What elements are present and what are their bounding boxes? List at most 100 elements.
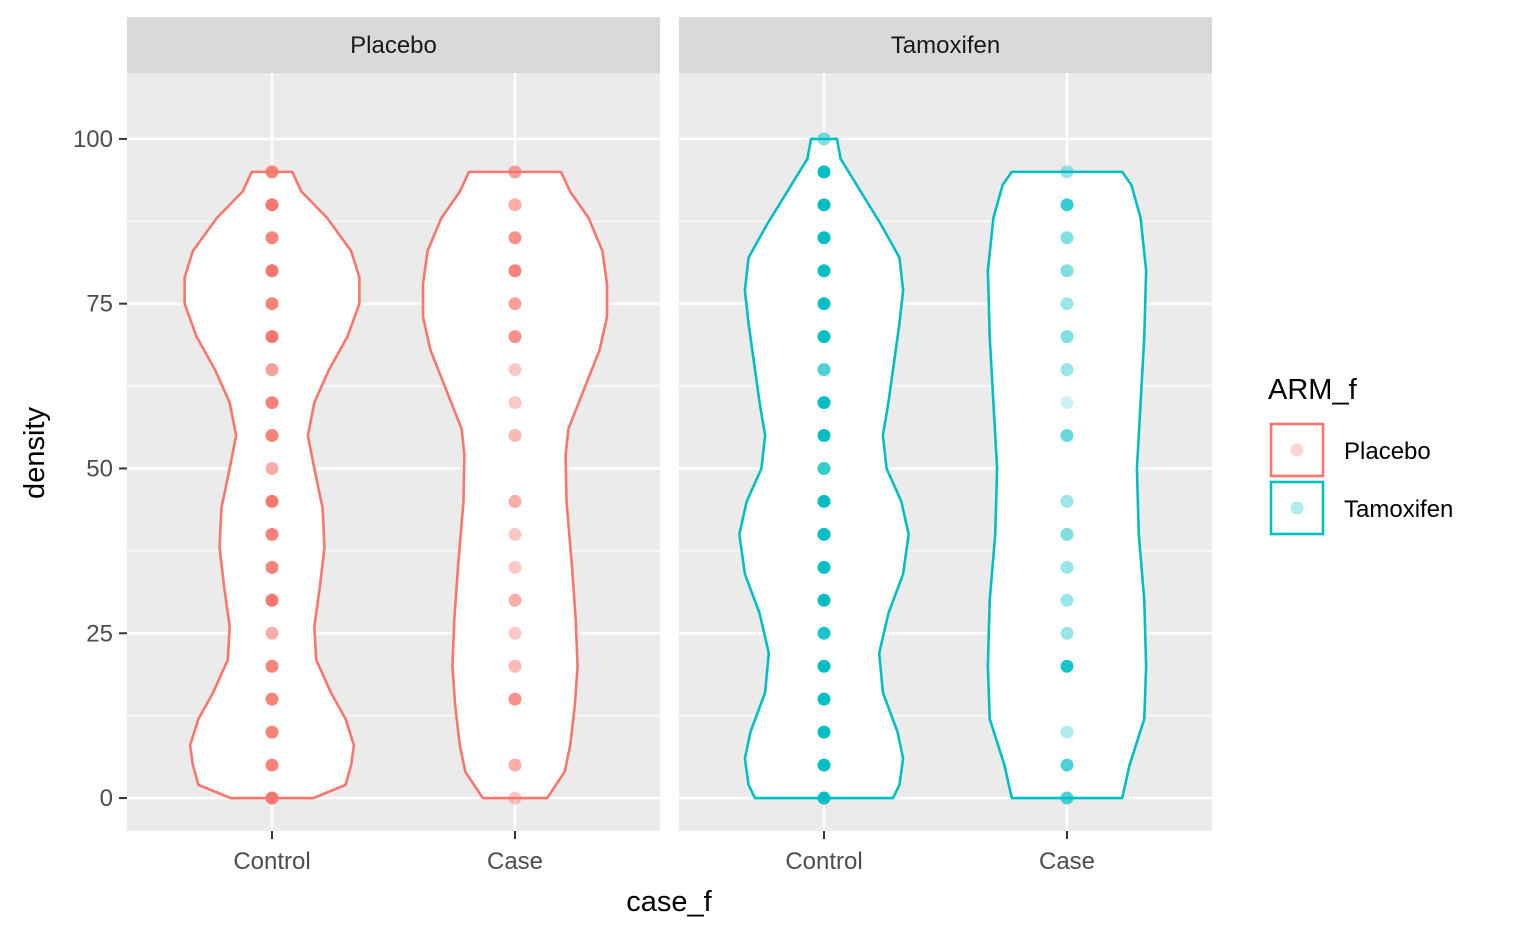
data-point bbox=[817, 198, 831, 212]
data-point bbox=[1060, 626, 1074, 640]
y-tick-label: 0 bbox=[100, 785, 113, 812]
x-tick-label-control: Control bbox=[785, 848, 862, 875]
data-point bbox=[1060, 165, 1074, 179]
y-tick-label: 100 bbox=[73, 126, 113, 153]
data-point bbox=[265, 165, 279, 179]
data-point bbox=[1060, 363, 1074, 377]
data-point bbox=[1060, 429, 1074, 443]
data-point bbox=[265, 626, 279, 640]
data-point bbox=[817, 791, 831, 805]
data-point bbox=[1060, 791, 1074, 805]
panel-tamoxifen: Tamoxifen bbox=[679, 17, 1212, 831]
data-point bbox=[817, 429, 831, 443]
x-tick-label-case: Case bbox=[487, 848, 543, 875]
data-point bbox=[265, 429, 279, 443]
data-point bbox=[508, 198, 522, 212]
data-point bbox=[265, 725, 279, 739]
data-point bbox=[1060, 264, 1074, 278]
data-point bbox=[817, 396, 831, 410]
strip-label-placebo: Placebo bbox=[350, 32, 437, 59]
data-point bbox=[1060, 560, 1074, 574]
data-point bbox=[817, 659, 831, 673]
data-point bbox=[508, 560, 522, 574]
legend-label: Placebo bbox=[1344, 438, 1431, 465]
data-point bbox=[265, 396, 279, 410]
legend-entry-placebo: Placebo bbox=[1269, 422, 1431, 478]
data-point bbox=[508, 231, 522, 245]
data-point bbox=[508, 593, 522, 607]
data-point bbox=[508, 396, 522, 410]
panel-placebo: Placebo bbox=[127, 17, 660, 831]
data-point bbox=[817, 231, 831, 245]
data-point bbox=[508, 264, 522, 278]
y-axis: 0 25 50 75 100 bbox=[73, 126, 127, 812]
y-tick-label: 75 bbox=[86, 291, 113, 318]
data-point bbox=[265, 560, 279, 574]
data-point bbox=[265, 231, 279, 245]
data-point bbox=[508, 297, 522, 311]
data-point bbox=[265, 363, 279, 377]
data-point bbox=[817, 626, 831, 640]
data-point bbox=[817, 725, 831, 739]
facet-panels: Placebo Tamoxifen bbox=[127, 17, 1212, 831]
data-point bbox=[817, 758, 831, 772]
data-point bbox=[1060, 725, 1074, 739]
data-point bbox=[817, 461, 831, 475]
data-point bbox=[265, 461, 279, 475]
data-point bbox=[817, 527, 831, 541]
strip-label-tamoxifen: Tamoxifen bbox=[891, 32, 1000, 59]
data-point bbox=[1060, 494, 1074, 508]
data-point bbox=[1060, 297, 1074, 311]
violin-placebo-case bbox=[421, 170, 609, 800]
data-point bbox=[817, 692, 831, 706]
x-axis-title: case_f bbox=[626, 886, 712, 918]
data-point bbox=[265, 330, 279, 344]
data-point bbox=[1060, 330, 1074, 344]
violin-placebo-control bbox=[183, 170, 361, 800]
data-point bbox=[817, 264, 831, 278]
data-point bbox=[508, 626, 522, 640]
data-point bbox=[1060, 198, 1074, 212]
x-axis: Control Case Control Case bbox=[233, 831, 1095, 875]
legend: ARM_f Placebo Tamoxifen bbox=[1268, 374, 1453, 536]
data-point bbox=[817, 593, 831, 607]
data-point bbox=[817, 330, 831, 344]
data-point bbox=[508, 659, 522, 673]
legend-key-point bbox=[1290, 501, 1304, 515]
y-tick-label: 50 bbox=[86, 455, 113, 482]
data-point bbox=[265, 264, 279, 278]
data-point bbox=[508, 527, 522, 541]
data-point bbox=[265, 494, 279, 508]
data-point bbox=[508, 429, 522, 443]
data-point bbox=[508, 330, 522, 344]
data-point bbox=[817, 494, 831, 508]
legend-label: Tamoxifen bbox=[1344, 496, 1453, 523]
legend-title: ARM_f bbox=[1268, 374, 1358, 406]
violin-tamoxifen-case bbox=[986, 170, 1148, 800]
data-point bbox=[265, 593, 279, 607]
data-point bbox=[817, 132, 831, 146]
data-point bbox=[1060, 659, 1074, 673]
data-point bbox=[1060, 396, 1074, 410]
data-point bbox=[508, 791, 522, 805]
data-point bbox=[265, 758, 279, 772]
data-point bbox=[508, 758, 522, 772]
legend-key bbox=[1269, 480, 1325, 536]
data-point bbox=[508, 692, 522, 706]
strip-tamoxifen bbox=[679, 17, 1212, 73]
x-tick-label-case: Case bbox=[1039, 848, 1095, 875]
data-point bbox=[817, 363, 831, 377]
data-point bbox=[265, 659, 279, 673]
y-axis-title: density bbox=[19, 407, 51, 499]
legend-entry-tamoxifen: Tamoxifen bbox=[1269, 480, 1453, 536]
data-point bbox=[1060, 758, 1074, 772]
x-tick-label-control: Control bbox=[233, 848, 310, 875]
data-point bbox=[817, 165, 831, 179]
y-tick-label: 25 bbox=[86, 620, 113, 647]
data-point bbox=[265, 527, 279, 541]
data-point bbox=[265, 297, 279, 311]
data-point bbox=[508, 165, 522, 179]
data-point bbox=[508, 363, 522, 377]
data-point bbox=[1060, 593, 1074, 607]
